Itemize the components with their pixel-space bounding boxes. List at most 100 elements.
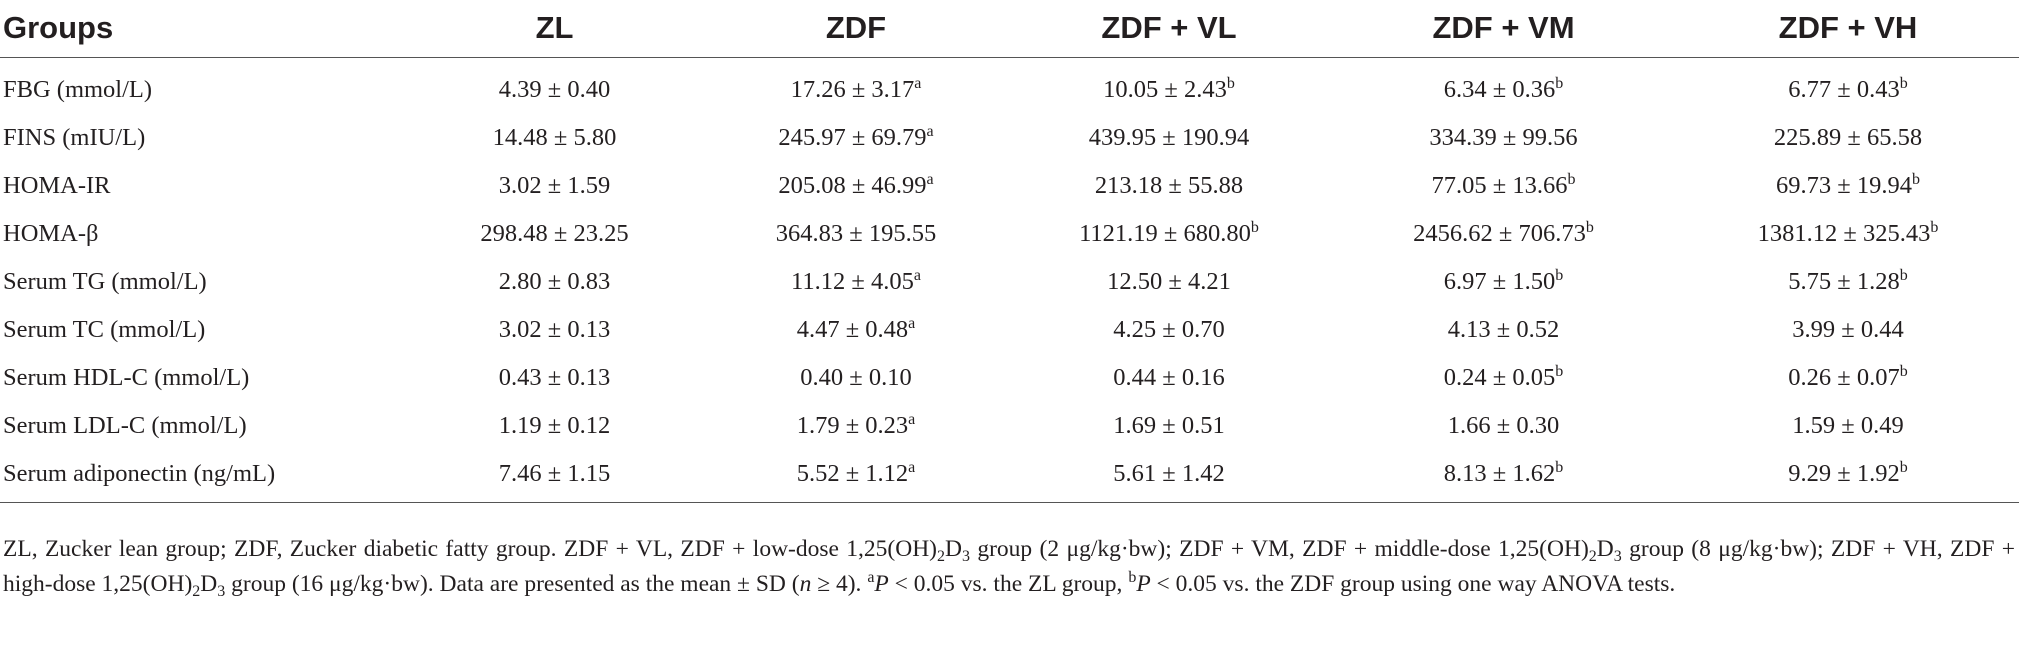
table-cell: 213.18 ± 55.88 bbox=[1008, 162, 1330, 210]
cell-value: 5.75 ± 1.28 bbox=[1788, 267, 1900, 295]
table-cell: 4.25 ± 0.70 bbox=[1008, 306, 1330, 354]
table-cell: 11.12 ± 4.05a bbox=[704, 258, 1008, 306]
table-cell: 0.43 ± 0.13 bbox=[405, 354, 704, 402]
table-cell: 4.39 ± 0.40 bbox=[405, 57, 704, 114]
table-cell: 1.19 ± 0.12 bbox=[405, 402, 704, 450]
col-header-zdf-vh: ZDF + VH bbox=[1677, 0, 2019, 58]
table-row: FINS (mIU/L) 14.48 ± 5.80 245.97 ± 69.79a 4… bbox=[0, 114, 2019, 162]
table-cell: 439.95 ± 190.94 bbox=[1008, 114, 1330, 162]
table-cell: 6.77 ± 0.43b bbox=[1677, 57, 2019, 114]
row-label: Serum TG (mmol/L) bbox=[3, 267, 207, 295]
table-cell: 3.99 ± 0.44 bbox=[1677, 306, 2019, 354]
table-cell: 12.50 ± 4.21 bbox=[1008, 258, 1330, 306]
significance-mark: b bbox=[1555, 74, 1564, 92]
cell-value: 2456.62 ± 706.73 bbox=[1413, 219, 1586, 247]
table-cell: 7.46 ± 1.15 bbox=[405, 449, 704, 503]
cell-value: 7.46 ± 1.15 bbox=[498, 459, 611, 487]
significance-mark: a bbox=[926, 170, 934, 188]
table-cell: 3.02 ± 0.13 bbox=[405, 306, 704, 354]
col-header-groups: Groups bbox=[0, 0, 405, 58]
cell-value: 11.12 ± 4.05 bbox=[791, 267, 914, 295]
header-row: Groups ZL ZDF ZDF + VL ZDF + VM ZDF + VH bbox=[0, 0, 2019, 58]
cell-value: 1.66 ± 0.30 bbox=[1447, 411, 1560, 439]
cell-value: 8.13 ± 1.62 bbox=[1443, 459, 1556, 487]
cell-value: 4.39 ± 0.40 bbox=[498, 75, 611, 103]
significance-mark: b bbox=[1555, 266, 1564, 284]
row-label: FINS (mIU/L) bbox=[3, 123, 146, 151]
significance-mark: b bbox=[1899, 362, 1908, 380]
cell-value: 334.39 ± 99.56 bbox=[1429, 123, 1578, 151]
table-cell: 0.44 ± 0.16 bbox=[1008, 354, 1330, 402]
cell-value: 1.69 ± 0.51 bbox=[1113, 411, 1225, 439]
table-cell: 298.48 ± 23.25 bbox=[405, 210, 704, 258]
cell-value: 17.26 ± 3.17 bbox=[790, 75, 915, 103]
cell-value: 77.05 ± 13.66 bbox=[1431, 171, 1568, 199]
cell-value: 0.24 ± 0.05 bbox=[1443, 363, 1556, 391]
col-header-zdf-vl: ZDF + VL bbox=[1008, 0, 1330, 58]
row-label: Serum LDL-C (mmol/L) bbox=[3, 411, 247, 439]
table-row: Serum adiponectin (ng/mL) 7.46 ± 1.15 5.52… bbox=[0, 449, 2019, 503]
significance-mark: b bbox=[1585, 218, 1594, 236]
table-row: Serum HDL-C (mmol/L) 0.43 ± 0.13 0.40 ± 0.… bbox=[0, 354, 2019, 402]
significance-mark: b bbox=[1930, 218, 1939, 236]
cell-value: 3.02 ± 0.13 bbox=[498, 315, 611, 343]
significance-mark: b bbox=[1250, 218, 1259, 236]
cell-value: 439.95 ± 190.94 bbox=[1088, 123, 1250, 151]
significance-mark: b bbox=[1567, 170, 1576, 188]
table-cell: 5.52 ± 1.12a bbox=[704, 449, 1008, 503]
data-table: Groups ZL ZDF ZDF + VL ZDF + VM ZDF + VH… bbox=[0, 0, 2019, 503]
table-cell: 1.69 ± 0.51 bbox=[1008, 402, 1330, 450]
col-header-zdf-vm: ZDF + VM bbox=[1330, 0, 1677, 58]
cell-value: 5.61 ± 1.42 bbox=[1113, 459, 1225, 487]
significance-mark: b bbox=[1899, 458, 1908, 476]
row-label: Serum TC (mmol/L) bbox=[3, 315, 206, 343]
table-row: FBG (mmol/L) 4.39 ± 0.40 17.26 ± 3.17a 10.0… bbox=[0, 57, 2019, 114]
cell-value: 10.05 ± 2.43 bbox=[1103, 75, 1227, 103]
significance-mark: a bbox=[914, 74, 922, 92]
table-cell: 1.66 ± 0.30 bbox=[1330, 402, 1677, 450]
table-cell: 1381.12 ± 325.43b bbox=[1677, 210, 2019, 258]
significance-mark: a bbox=[926, 122, 934, 140]
table-cell: 205.08 ± 46.99a bbox=[704, 162, 1008, 210]
table-row: HOMA-IR 3.02 ± 1.59 205.08 ± 46.99a 213.18 … bbox=[0, 162, 2019, 210]
table-cell: 6.97 ± 1.50b bbox=[1330, 258, 1677, 306]
table-cell: 1.59 ± 0.49 bbox=[1677, 402, 2019, 450]
cell-value: 205.08 ± 46.99 bbox=[778, 171, 927, 199]
table-cell: 225.89 ± 65.58 bbox=[1677, 114, 2019, 162]
table-cell: 9.29 ± 1.92b bbox=[1677, 449, 2019, 503]
cell-value: 69.73 ± 19.94 bbox=[1776, 171, 1912, 199]
cell-value: 245.97 ± 69.79 bbox=[778, 123, 927, 151]
cell-value: 0.26 ± 0.07 bbox=[1788, 363, 1900, 391]
table-cell: 1.79 ± 0.23a bbox=[704, 402, 1008, 450]
significance-mark: a bbox=[908, 410, 916, 428]
cell-value: 2.80 ± 0.83 bbox=[498, 267, 611, 295]
table-row: Serum TC (mmol/L) 3.02 ± 0.13 4.47 ± 0.48a… bbox=[0, 306, 2019, 354]
table-cell: 77.05 ± 13.66b bbox=[1330, 162, 1677, 210]
table-cell: 5.75 ± 1.28b bbox=[1677, 258, 2019, 306]
significance-mark: b bbox=[1899, 266, 1908, 284]
significance-mark: b bbox=[1555, 458, 1564, 476]
cell-value: 298.48 ± 23.25 bbox=[480, 219, 629, 247]
table-cell: 245.97 ± 69.79a bbox=[704, 114, 1008, 162]
cell-value: 1.19 ± 0.12 bbox=[498, 411, 611, 439]
table-cell: 4.13 ± 0.52 bbox=[1330, 306, 1677, 354]
table-row: Serum LDL-C (mmol/L) 1.19 ± 0.12 1.79 ± 0.… bbox=[0, 402, 2019, 450]
table-footnote: ZL, Zucker lean group; ZDF, Zucker diabe… bbox=[3, 536, 2016, 600]
cell-value: 364.83 ± 195.55 bbox=[775, 219, 937, 247]
row-label: HOMA-β bbox=[3, 219, 99, 247]
table-cell: 4.47 ± 0.48a bbox=[704, 306, 1008, 354]
table-cell: 14.48 ± 5.80 bbox=[405, 114, 704, 162]
table-cell: 10.05 ± 2.43b bbox=[1008, 57, 1330, 114]
significance-mark: a bbox=[908, 458, 916, 476]
cell-value: 4.47 ± 0.48 bbox=[796, 315, 909, 343]
cell-value: 6.77 ± 0.43 bbox=[1788, 75, 1900, 103]
row-label: FBG (mmol/L) bbox=[3, 75, 153, 103]
table-cell: 8.13 ± 1.62b bbox=[1330, 449, 1677, 503]
cell-value: 1.79 ± 0.23 bbox=[796, 411, 909, 439]
table-body: FBG (mmol/L) 4.39 ± 0.40 17.26 ± 3.17a 10.0… bbox=[0, 57, 2019, 503]
significance-mark: b bbox=[1911, 170, 1920, 188]
cell-value: 3.02 ± 1.59 bbox=[498, 171, 611, 199]
cell-value: 0.40 ± 0.10 bbox=[800, 363, 912, 391]
table-cell: 0.24 ± 0.05b bbox=[1330, 354, 1677, 402]
